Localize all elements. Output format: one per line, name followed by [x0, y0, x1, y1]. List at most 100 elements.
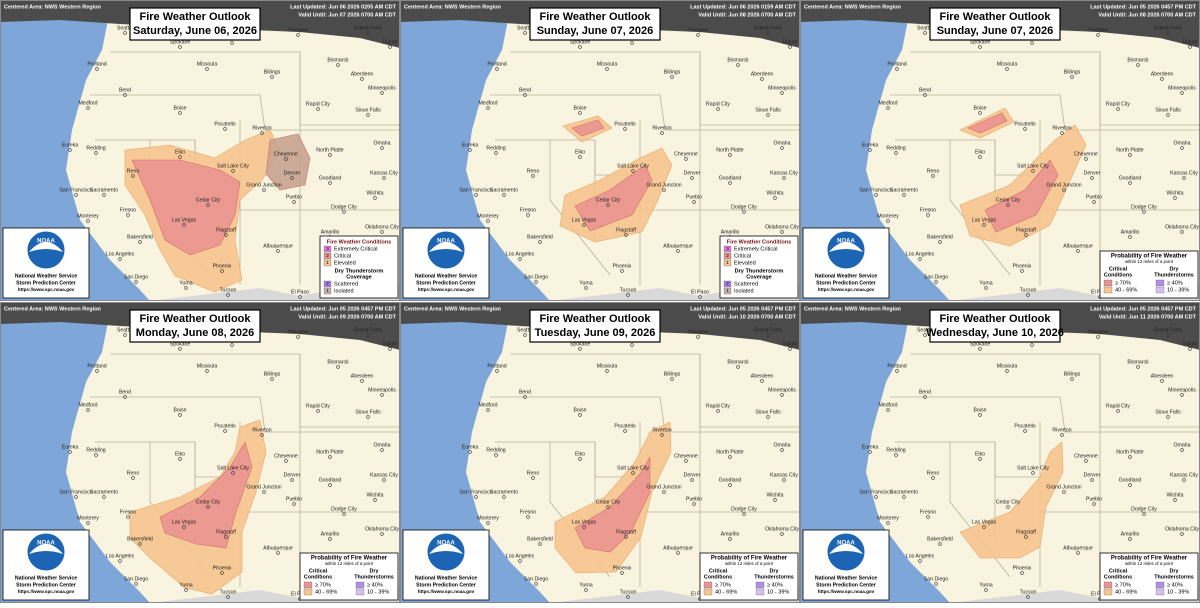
city-dot — [623, 127, 627, 131]
noaa-line: Storm Prediction Center — [416, 280, 476, 286]
city-label: Salt Lake City — [217, 465, 249, 471]
city-label: Amarillo — [1121, 229, 1140, 235]
legend-swatch — [1103, 286, 1113, 294]
city-label: Medford — [878, 100, 897, 106]
city-dot — [276, 249, 280, 253]
city-dot — [534, 582, 538, 586]
legend-label: Extremely Critical — [734, 246, 778, 252]
city-dot — [660, 433, 664, 437]
city-label: Reno — [927, 168, 940, 174]
ocean — [400, 302, 550, 603]
city-dot — [1142, 210, 1146, 214]
city-dot — [1166, 31, 1170, 35]
city-label: Redding — [486, 145, 505, 151]
city-dot — [582, 525, 586, 529]
legend-key: 2 — [326, 281, 329, 286]
title-box — [129, 7, 261, 41]
header-left: Centered Area: NWS Western Region — [4, 306, 102, 312]
city-label: Amarillo — [321, 229, 340, 235]
city-label: Cheyenne — [674, 453, 698, 459]
city-label: Oklahoma City — [365, 526, 399, 532]
title: Fire Weather Outlook — [939, 313, 1051, 325]
legend-swatch — [1155, 279, 1165, 287]
city-label: Bend — [919, 87, 931, 93]
city-dot — [728, 455, 732, 459]
city-label: Yuma — [179, 280, 192, 286]
city-label: Bismarck — [1127, 359, 1149, 365]
legend-subtitle: within 12 miles of a point — [725, 561, 774, 566]
legend-title: Fire Weather Conditions — [327, 239, 392, 245]
city-dot — [494, 151, 498, 155]
city-label: North Platte — [316, 449, 344, 455]
city-dot — [538, 542, 542, 546]
city-dot — [178, 347, 182, 351]
city-dot — [584, 588, 588, 592]
city-label: Glasgow — [688, 329, 708, 335]
ocean — [800, 302, 950, 603]
city-dot — [1173, 196, 1177, 200]
noaa-line: National Weather Service — [815, 273, 877, 279]
city-dot — [868, 148, 872, 152]
city-dot — [1090, 176, 1094, 180]
noaa-line: https://www.spc.noaa.gov — [18, 589, 75, 594]
city-dot — [138, 240, 142, 244]
city-dot — [1116, 409, 1120, 413]
city-label: Oklahoma City — [365, 224, 399, 230]
city-dot — [126, 213, 130, 217]
city-dot — [531, 476, 535, 480]
city-label: North Platte — [1116, 449, 1144, 455]
legend-heading: Conditions — [704, 574, 732, 580]
city-dot — [373, 196, 377, 200]
city-label: Riverton — [1052, 125, 1071, 131]
valid-until: Valid Until: Jun 08 2026 0700 AM CDT — [698, 12, 796, 18]
city-dot — [874, 193, 878, 197]
city-dot — [328, 181, 332, 185]
city-dot — [1182, 478, 1186, 482]
city-label: Tucson — [220, 287, 237, 293]
city-dot — [292, 200, 296, 204]
city-label: North Platte — [716, 449, 744, 455]
city-label: Monterey — [877, 213, 899, 219]
city-label: Cedar City — [596, 197, 621, 203]
city-dot — [626, 293, 630, 297]
city-label: Glasgow — [1088, 329, 1108, 335]
city-dot — [1160, 77, 1164, 81]
title-box — [529, 309, 661, 343]
legend-heading: Critical — [309, 568, 328, 574]
legend-heading: Dry — [370, 568, 379, 574]
city-label: Rapid City — [706, 101, 730, 107]
noaa-line: National Weather Service — [815, 575, 877, 581]
city-dot — [578, 413, 582, 417]
city-label: Bismarck — [1127, 57, 1149, 63]
noaa-bird — [429, 242, 463, 252]
city-dot — [736, 365, 740, 369]
city-label: Spokane — [170, 39, 191, 45]
city-label: Elko — [575, 451, 585, 457]
city-dot — [262, 490, 266, 494]
city-dot — [1031, 471, 1035, 475]
legend-subtitle: within 12 miles of a point — [1125, 561, 1174, 566]
header-left: Centered Area: NWS Western Region — [404, 4, 502, 10]
noaa-logo — [26, 532, 66, 572]
city-dot — [118, 257, 122, 261]
city-label: Aberdeen — [1151, 71, 1174, 77]
title-box — [529, 7, 661, 41]
city-label: Fresno — [120, 207, 136, 213]
city-dot — [94, 453, 98, 457]
city-dot — [923, 333, 927, 337]
city-dot — [868, 450, 872, 454]
city-dot — [742, 512, 746, 516]
city-label: Cedar City — [996, 197, 1021, 203]
legend-subtitle: Coverage — [346, 274, 372, 280]
city-label: Spokane — [970, 39, 991, 45]
city-label: Cheyenne — [1074, 453, 1098, 459]
noaa-line: National Weather Service — [415, 575, 477, 581]
state-line — [490, 94, 800, 131]
city-dot — [728, 537, 732, 541]
city-label: Kansas City — [770, 170, 798, 176]
city-dot — [518, 257, 522, 261]
city-label: Eureka — [862, 444, 879, 450]
city-dot — [224, 233, 228, 237]
city-dot — [1023, 127, 1027, 131]
city-label: Dodge City — [731, 204, 757, 210]
